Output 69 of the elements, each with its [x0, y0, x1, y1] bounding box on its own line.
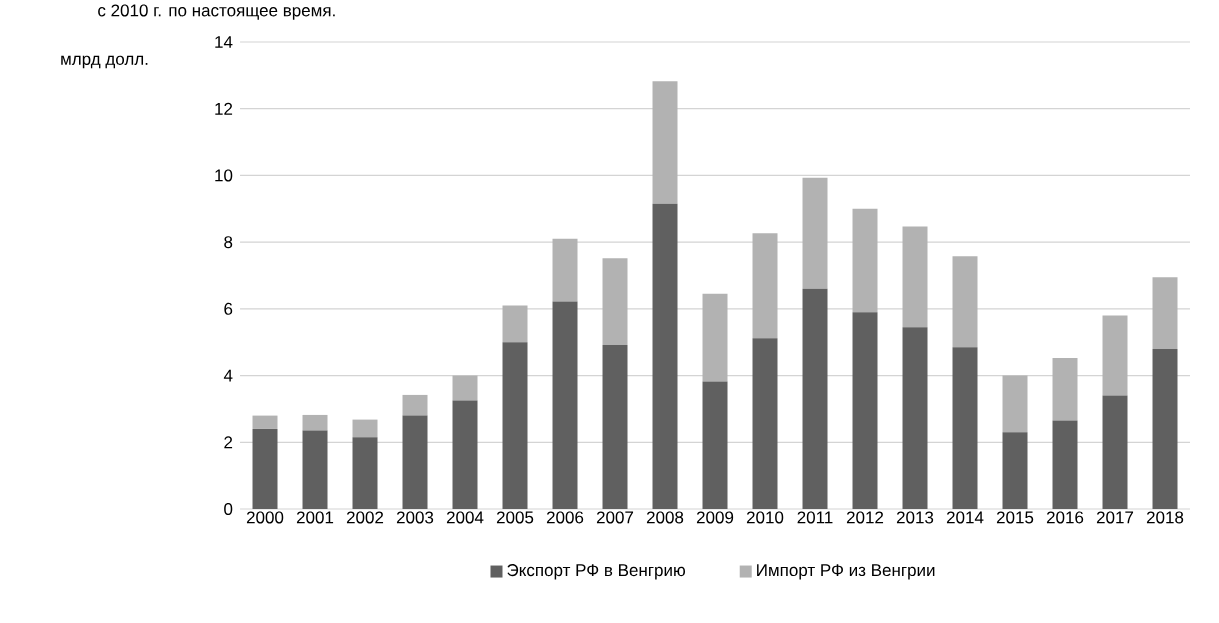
bar	[852, 208, 878, 313]
bar	[302, 414, 328, 431]
bar	[452, 400, 478, 509]
bar	[302, 430, 328, 509]
x-tick-label: 2008	[646, 511, 684, 524]
bar	[252, 415, 278, 429]
legend-label: Экспорт РФ в Венгрию	[507, 564, 686, 580]
bar	[952, 256, 978, 348]
x-tick-label: 2011	[797, 511, 833, 524]
y-tick-label: 8	[224, 236, 233, 249]
y-tick-label: 10	[215, 169, 233, 182]
bar	[802, 288, 828, 509]
y-axis-title: млрд долл.	[61, 55, 148, 69]
bar	[552, 301, 578, 509]
bar	[602, 258, 628, 345]
x-tick-label: 2010	[746, 511, 784, 524]
bar	[1002, 375, 1028, 433]
y-tick-label: 12	[215, 102, 233, 115]
bar	[352, 437, 378, 509]
bar	[1002, 432, 1028, 509]
bar	[1052, 420, 1078, 509]
bar	[902, 226, 928, 328]
bar	[752, 338, 778, 509]
x-tick-label: 2018	[1146, 511, 1184, 524]
y-tick-label: 14	[215, 36, 233, 48]
bar	[752, 233, 778, 339]
bar	[552, 238, 578, 302]
x-tick-label: 2013	[896, 511, 934, 524]
y-tick-label: 2	[224, 436, 233, 449]
y-tick-label: 0	[224, 503, 233, 516]
bar	[252, 428, 278, 509]
bar	[852, 312, 878, 509]
legend-label: Импорт РФ из Венгрии	[757, 564, 935, 580]
bar	[952, 347, 978, 509]
x-tick-label: 2006	[546, 511, 584, 524]
bar	[602, 344, 628, 509]
x-tick-label: 2012	[846, 511, 884, 524]
bar	[402, 394, 428, 416]
bar	[352, 419, 378, 438]
bar	[1152, 277, 1178, 349]
x-tick-label: 2001	[296, 511, 334, 524]
y-tick-label: 6	[224, 302, 233, 315]
x-tick-label: 2015	[996, 511, 1034, 524]
bar	[652, 203, 678, 509]
bar	[402, 415, 428, 509]
bar	[502, 342, 528, 509]
x-tick-label: 2002	[346, 511, 384, 524]
text: с 2010 г. по настоящее время.	[98, 4, 335, 20]
x-tick-label: 2007	[596, 511, 634, 524]
x-tick-label: 2017	[1096, 511, 1134, 524]
x-tick-label: 2004	[446, 511, 484, 524]
bar	[1052, 357, 1078, 421]
x-tick-label: 2016	[1046, 511, 1084, 524]
x-tick-label: 2014	[946, 511, 984, 524]
bar	[802, 177, 828, 289]
bar	[1102, 315, 1128, 396]
x-tick-label: 2005	[496, 511, 534, 524]
bar	[702, 381, 728, 509]
bar	[1102, 395, 1128, 509]
x-tick-label: 2000	[246, 511, 284, 524]
bar	[452, 375, 478, 401]
x-tick-label: 2009	[696, 511, 734, 524]
bar	[502, 305, 528, 343]
bar	[902, 327, 928, 509]
bar	[1152, 348, 1178, 509]
x-tick-label: 2003	[396, 511, 434, 524]
y-tick-label: 4	[223, 369, 233, 382]
bar	[702, 293, 728, 382]
bar	[652, 81, 678, 204]
